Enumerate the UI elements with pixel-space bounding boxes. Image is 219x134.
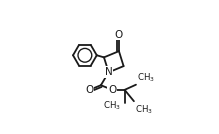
Text: O: O — [108, 85, 116, 95]
Text: CH$_3$: CH$_3$ — [135, 103, 153, 116]
Text: N: N — [105, 67, 113, 77]
Text: O: O — [85, 85, 94, 95]
Text: CH$_3$: CH$_3$ — [102, 99, 120, 112]
Text: CH$_3$: CH$_3$ — [137, 71, 155, 84]
Text: O: O — [115, 30, 123, 40]
